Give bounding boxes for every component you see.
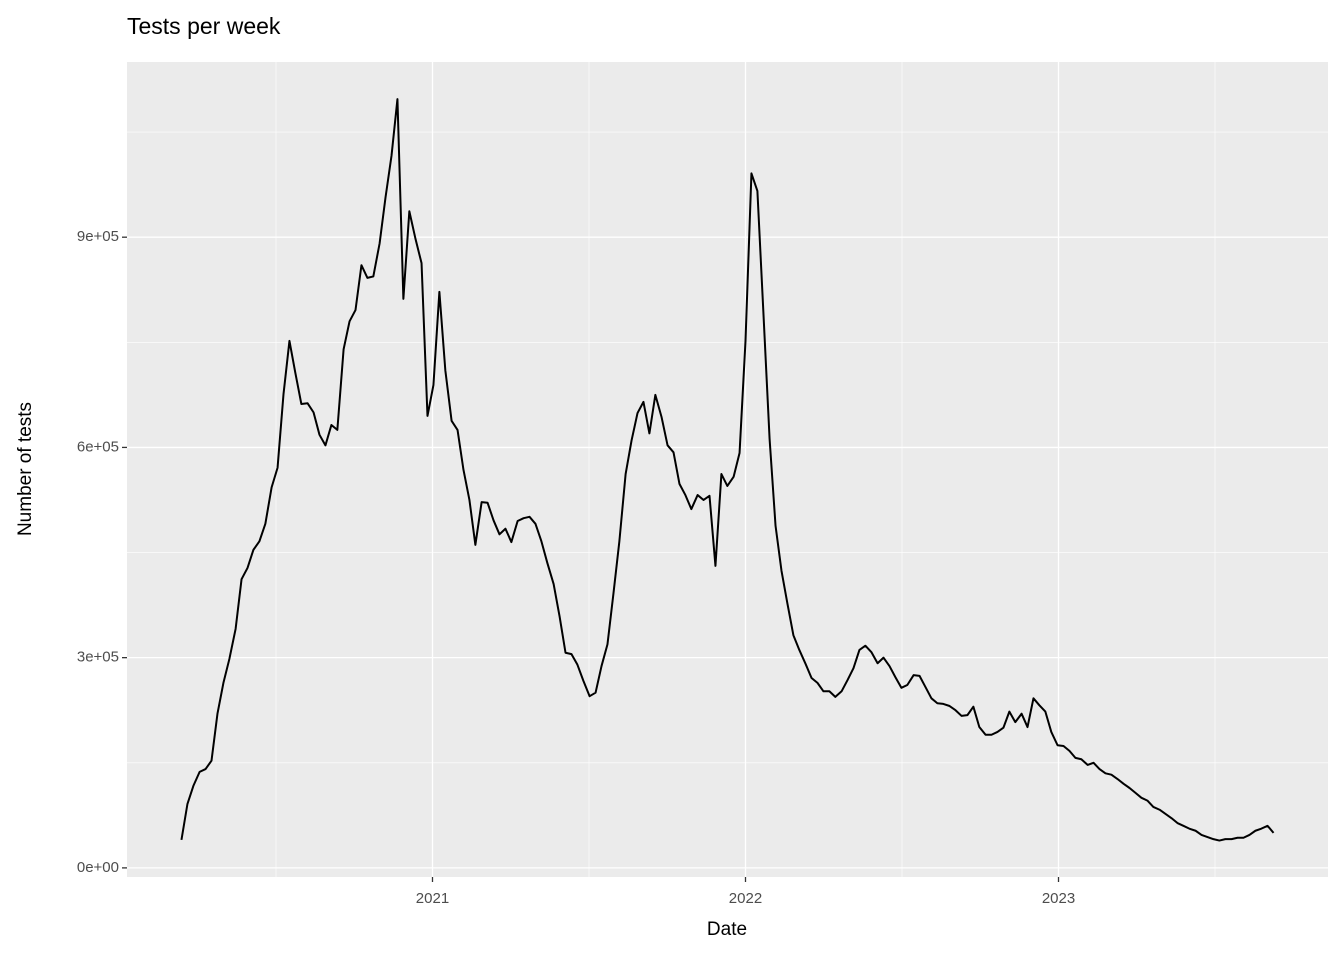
y-tick-label: 6e+05: [77, 438, 119, 455]
x-tick-label: 2021: [416, 890, 449, 907]
y-tick-label: 0e+00: [77, 859, 119, 876]
x-axis-title: Date: [707, 919, 747, 940]
chart-title: Tests per week: [127, 13, 281, 39]
x-tick-label: 2022: [729, 890, 762, 907]
data-line: [180, 98, 1275, 842]
y-tick-label: 9e+05: [77, 228, 119, 245]
x-tick-label: 2023: [1042, 890, 1075, 907]
y-axis-title: Number of tests: [15, 402, 36, 536]
y-tick-label: 3e+05: [77, 649, 119, 666]
plot-panel: [127, 62, 1328, 877]
